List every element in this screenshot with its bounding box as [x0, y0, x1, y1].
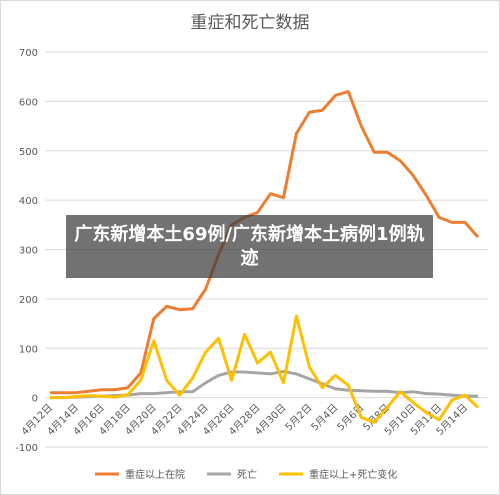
y-tick-label: -100	[15, 443, 38, 454]
legend-label: 重症以上+死亡变化	[309, 468, 397, 481]
y-tick-label: 400	[19, 196, 38, 207]
legend-label: 死亡	[237, 468, 257, 481]
y-tick-label: 0	[32, 394, 38, 405]
y-tick-label: 300	[19, 246, 38, 257]
y-tick-label: 600	[19, 97, 38, 108]
chart-title: 重症和死亡数据	[191, 13, 310, 33]
y-tick-label: 700	[19, 48, 38, 59]
banner: 广东新增本土69例/广东新增本土病例1例轨迹	[66, 215, 433, 278]
line-series	[50, 314, 480, 424]
y-tick-label: 500	[19, 147, 38, 158]
y-tick-label: 100	[19, 344, 38, 355]
legend-label: 重症以上在院	[125, 468, 185, 481]
line-series	[50, 90, 480, 395]
y-tick-label: 200	[19, 295, 38, 306]
